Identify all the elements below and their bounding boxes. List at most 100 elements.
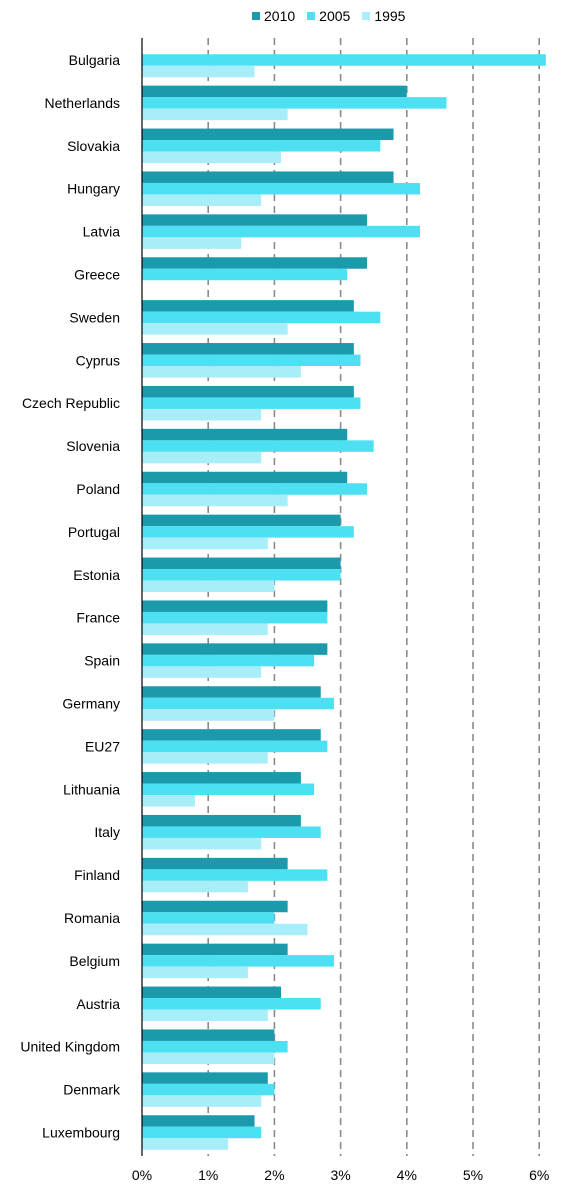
category-label-portugal: Portugal [68,524,120,540]
legend-item-1995: 1995 [362,8,405,24]
category-label-belgium: Belgium [69,953,120,969]
bar-2010-greece [142,257,368,269]
category-label-denmark: Denmark [63,1082,121,1098]
bar-1995-poland [142,494,288,507]
bar-2010-eu27 [142,729,321,741]
bar-2005-slovakia [142,140,381,152]
bar-2010-estonia [142,557,341,570]
bar-1995-netherlands [142,108,288,121]
bar-1995-finland [142,880,248,893]
category-label-romania: Romania [64,910,120,926]
bar-2005-netherlands [142,97,447,109]
bar-1995-spain [142,666,262,678]
bar-2010-spain [142,643,328,655]
bar-2005-estonia [142,569,341,581]
bar-2010-romania [142,900,288,913]
bar-2005-france [142,611,328,624]
bar-2010-italy [142,814,301,827]
bar-1995-austria [142,1009,268,1022]
bar-2010-france [142,600,328,612]
bar-2010-poland [142,471,348,484]
bar-2010-belgium [142,943,288,956]
bar-2010-germany [142,686,321,698]
x-tick-label-3: 3% [330,1167,350,1183]
category-label-czech-republic: Czech Republic [22,395,120,411]
category-label-luxembourg: Luxembourg [42,1125,120,1141]
legend-swatch-1995 [362,12,371,20]
category-label-bulgaria: Bulgaria [69,52,121,68]
bar-2010-cyprus [142,343,354,355]
category-label-latvia: Latvia [83,224,121,240]
x-tick-label-6: 6% [529,1167,549,1183]
chart-legend: 2010 2005 1995 [252,8,405,24]
x-tick-label-4: 4% [397,1167,417,1183]
bar-2010-portugal [142,514,341,527]
bar-2010-luxembourg [142,1115,255,1127]
bar-1995-sweden [142,323,288,335]
bar-2005-latvia [142,225,421,238]
legend-item-2010: 2010 [252,8,295,24]
category-label-slovenia: Slovenia [66,438,120,454]
bar-2005-hungary [142,182,421,195]
bar-2005-poland [142,483,368,495]
x-tick-label-5: 5% [463,1167,483,1183]
bar-1995-slovenia [142,451,262,464]
bar-2005-spain [142,654,315,667]
bar-2005-finland [142,869,328,881]
bar-1995-czech-republic [142,408,262,421]
bar-2010-lithuania [142,772,301,784]
bar-1995-lithuania [142,795,195,807]
bar-2005-bulgaria [142,54,546,66]
bar-1995-italy [142,837,262,850]
bar-1995-luxembourg [142,1138,229,1150]
legend-swatch-2005 [307,12,316,20]
bar-2010-denmark [142,1072,268,1084]
bar-2005-italy [142,826,321,838]
bar-2005-denmark [142,1083,275,1096]
bar-2005-sweden [142,311,381,324]
bar-2005-slovenia [142,440,374,452]
bar-2010-hungary [142,171,394,183]
bar-1995-cyprus [142,366,301,378]
category-label-hungary: Hungary [67,181,120,197]
bar-2010-slovenia [142,428,348,441]
bar-2005-czech-republic [142,397,361,409]
category-label-greece: Greece [74,267,120,283]
bar-1995-denmark [142,1095,262,1107]
bar-2005-belgium [142,955,334,967]
bar-2005-romania [142,912,275,924]
bar-1995-estonia [142,580,275,593]
bar-2010-netherlands [142,85,407,98]
bar-2005-eu27 [142,740,328,753]
legend-label-1995: 1995 [374,8,406,24]
category-label-netherlands: Netherlands [45,95,121,111]
bar-1995-romania [142,923,308,936]
legend-label-2010: 2010 [264,8,296,24]
bar-2010-slovakia [142,128,394,141]
bar-1995-latvia [142,237,242,249]
category-label-poland: Poland [76,481,120,497]
category-label-slovakia: Slovakia [67,138,120,154]
legend-swatch-2010 [252,12,260,20]
category-label-sweden: Sweden [69,309,120,325]
bar-2005-luxembourg [142,1126,262,1139]
bar-2005-greece [142,268,348,281]
bar-1995-eu27 [142,752,268,764]
category-label-cyprus: Cyprus [76,352,120,368]
x-tick-label-0: 0% [132,1167,152,1183]
category-label-finland: Finland [74,867,120,883]
legend-item-2005: 2005 [307,8,350,24]
category-label-italy: Italy [94,824,120,840]
bar-1995-slovakia [142,151,282,164]
bar-1995-united-kingdom [142,1052,275,1064]
bar-2010-sweden [142,300,354,312]
bar-2005-portugal [142,526,354,538]
bar-2005-lithuania [142,783,315,796]
category-label-lithuania: Lithuania [63,781,120,797]
bar-2005-germany [142,697,334,710]
category-label-austria: Austria [76,996,120,1012]
category-label-estonia: Estonia [73,567,120,583]
bar-1995-portugal [142,537,268,550]
bar-2005-cyprus [142,354,361,367]
